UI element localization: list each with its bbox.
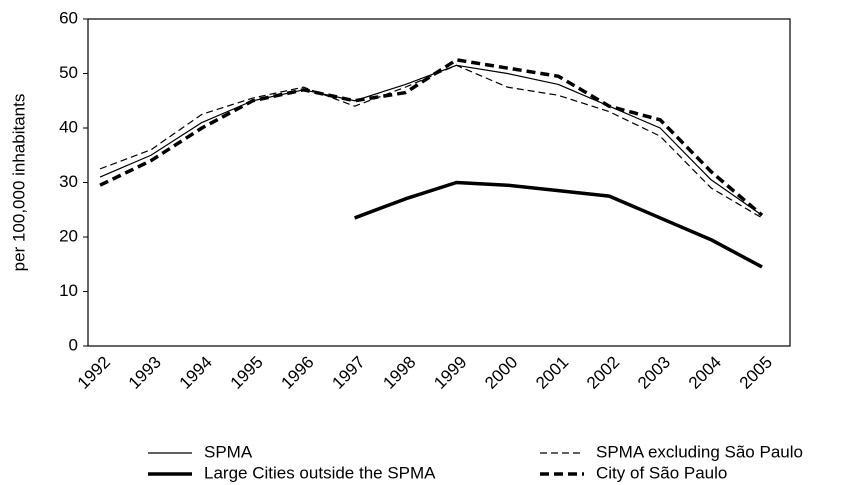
y-axis-label: per 100,000 inhabitants (9, 94, 28, 272)
y-tick-label: 10 (59, 281, 78, 300)
x-tick-label: 1999 (430, 353, 470, 393)
plot-frame (87, 18, 791, 347)
x-tick-label: 2002 (583, 353, 623, 393)
x-tick-label: 2000 (481, 353, 521, 393)
y-tick-label: 60 (59, 8, 78, 27)
legend-label: City of São Paulo (596, 463, 727, 482)
series-line (99, 58, 764, 217)
x-tick-label: 2005 (736, 353, 776, 393)
series-line (99, 64, 763, 216)
y-tick-label: 20 (59, 226, 78, 245)
x-tick-label: 1993 (125, 353, 165, 393)
y-tick-label: 0 (69, 335, 78, 354)
x-tick-label: 2003 (634, 353, 674, 393)
y-tick-label: 50 (59, 63, 78, 82)
x-tick-label: 1995 (227, 353, 267, 393)
x-tick-label: 1998 (379, 353, 419, 393)
legend-label: SPMA (204, 442, 253, 461)
series-line (99, 64, 763, 219)
x-tick-label: 1997 (328, 353, 368, 393)
y-tick-label: 30 (59, 172, 78, 191)
x-tick-label: 2004 (685, 353, 725, 393)
legend-label: Large Cities outside the SPMA (204, 463, 436, 482)
x-tick-label: 1992 (74, 353, 114, 393)
series-line (354, 180, 763, 269)
x-tick-label: 2001 (532, 353, 572, 393)
x-tick-label: 1994 (176, 353, 216, 393)
legend-label: SPMA excluding São Paulo (596, 442, 803, 461)
y-tick-label: 40 (59, 117, 78, 136)
x-tick-label: 1996 (278, 353, 318, 393)
